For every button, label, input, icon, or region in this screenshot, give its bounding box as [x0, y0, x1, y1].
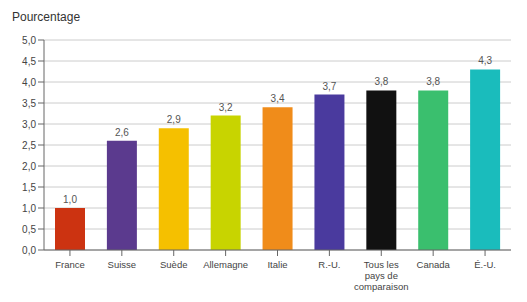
svg-text:0,0: 0,0 [22, 245, 36, 256]
svg-text:Tous lespays decomparaison: Tous lespays decomparaison [354, 259, 408, 292]
svg-text:4,0: 4,0 [22, 77, 36, 88]
svg-text:1,0: 1,0 [22, 203, 36, 214]
svg-text:3,8: 3,8 [374, 76, 388, 87]
svg-text:3,0: 3,0 [22, 119, 36, 130]
svg-text:2,5: 2,5 [22, 140, 36, 151]
svg-text:Allemagne: Allemagne [203, 259, 248, 270]
svg-text:3,5: 3,5 [22, 98, 36, 109]
svg-text:France: France [55, 259, 85, 270]
svg-text:3,2: 3,2 [219, 102, 233, 113]
svg-text:Suisse: Suisse [108, 259, 137, 270]
svg-text:3,7: 3,7 [322, 81, 336, 92]
svg-text:4,3: 4,3 [478, 55, 492, 66]
svg-text:3,8: 3,8 [426, 76, 440, 87]
svg-text:3,4: 3,4 [271, 93, 285, 104]
svg-text:1,5: 1,5 [22, 182, 36, 193]
svg-text:0,5: 0,5 [22, 224, 36, 235]
svg-text:5,0: 5,0 [22, 35, 36, 46]
svg-text:2,6: 2,6 [115, 127, 129, 138]
svg-text:É.-U.: É.-U. [474, 259, 496, 270]
svg-text:1,0: 1,0 [63, 194, 77, 205]
html-text:Pourcentage: Pourcentage [12, 10, 81, 24]
svg-text:2,0: 2,0 [22, 161, 36, 172]
svg-text:R.-U.: R.-U. [318, 259, 340, 270]
svg-text:4,5: 4,5 [22, 56, 36, 67]
svg-text:Canada: Canada [417, 259, 451, 270]
svg-text:2,9: 2,9 [167, 114, 181, 125]
svg-text:Italie: Italie [267, 259, 287, 270]
svg-text:Suède: Suède [160, 259, 187, 270]
